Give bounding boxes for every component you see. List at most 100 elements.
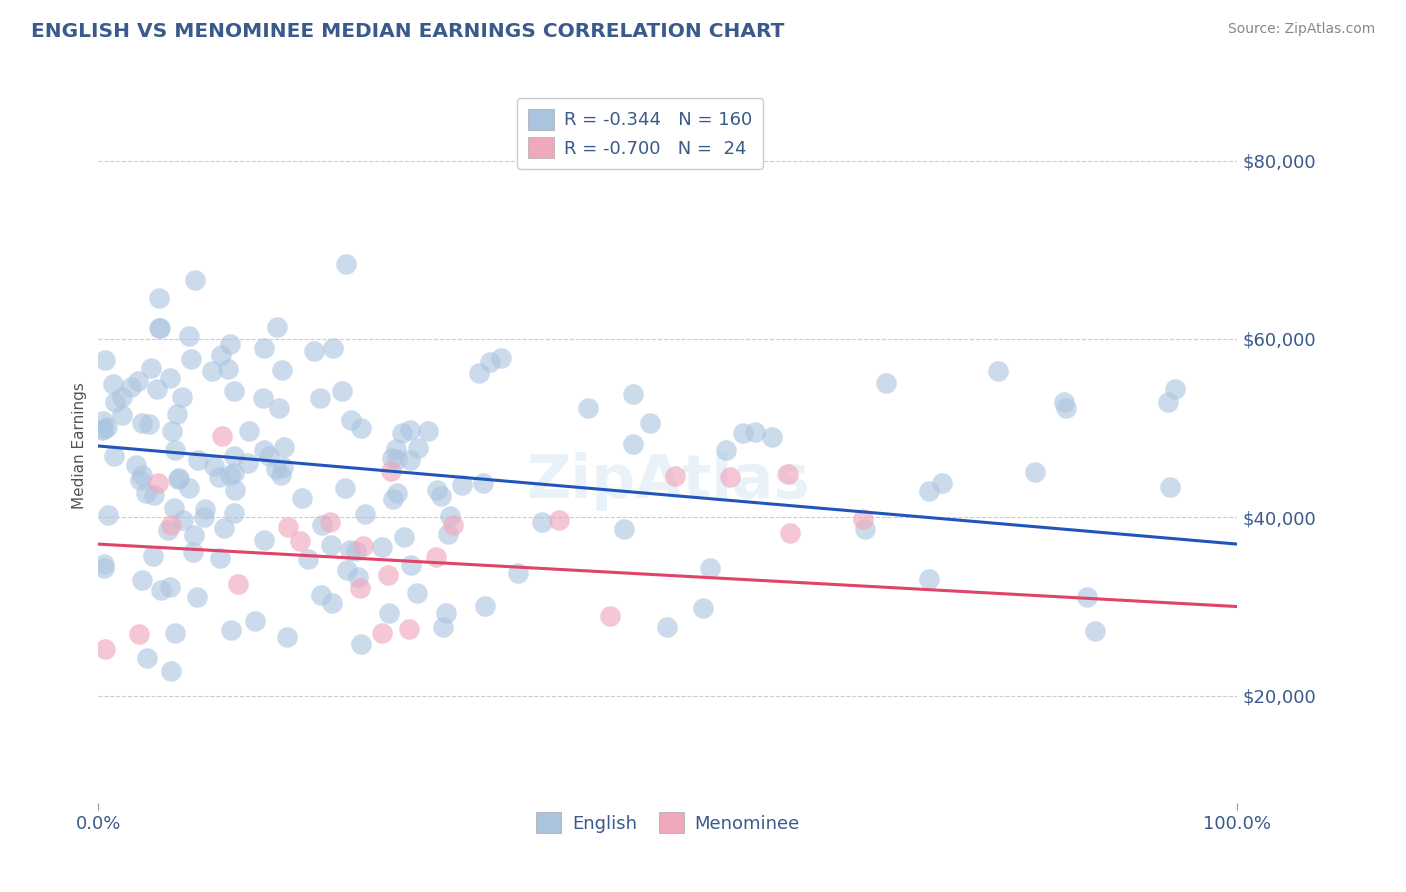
Point [478, 354, 501, 368]
Point [699, 560, 721, 574]
Point [441, 517, 464, 532]
Point [149, 321, 172, 335]
Point [253, 533, 276, 547]
Point [437, 527, 460, 541]
Point [167, 471, 190, 485]
Point [141, 549, 163, 563]
Point [346, 543, 368, 558]
Point [138, 417, 160, 431]
Point [744, 425, 766, 439]
Point [311, 588, 333, 602]
Point [276, 630, 298, 644]
Point [111, 390, 134, 404]
Point [638, 416, 661, 430]
Point [143, 488, 166, 502]
Point [103, 376, 125, 391]
Point [378, 606, 401, 620]
Point [124, 458, 146, 472]
Point [146, 382, 169, 396]
Point [918, 572, 941, 586]
Point [104, 394, 127, 409]
Point [335, 481, 357, 495]
Point [93, 421, 115, 435]
Point [170, 390, 193, 404]
Point [377, 568, 399, 582]
Point [187, 453, 209, 467]
Point [319, 538, 342, 552]
Point [183, 527, 205, 541]
Text: ZipAtlas: ZipAtlas [526, 452, 810, 511]
Text: Source: ZipAtlas.com: Source: ZipAtlas.com [1227, 22, 1375, 37]
Point [159, 664, 181, 678]
Point [93, 561, 115, 575]
Point [163, 443, 186, 458]
Point [172, 513, 194, 527]
Point [761, 430, 783, 444]
Point [94, 352, 117, 367]
Point [243, 614, 266, 628]
Point [450, 478, 472, 492]
Point [613, 522, 636, 536]
Point [371, 626, 394, 640]
Point [599, 609, 621, 624]
Point [184, 273, 207, 287]
Point [267, 401, 290, 415]
Point [418, 425, 440, 439]
Point [322, 341, 344, 355]
Point [336, 563, 359, 577]
Point [1054, 401, 1077, 416]
Point [277, 519, 299, 533]
Point [211, 429, 233, 443]
Point [103, 449, 125, 463]
Point [127, 374, 149, 388]
Point [218, 336, 240, 351]
Point [252, 392, 274, 406]
Point [253, 443, 276, 458]
Point [270, 363, 292, 377]
Point [219, 468, 242, 483]
Point [238, 424, 260, 438]
Point [159, 580, 181, 594]
Point [718, 470, 741, 484]
Point [135, 485, 157, 500]
Point [120, 380, 142, 394]
Point [381, 450, 404, 465]
Point [474, 599, 496, 613]
Point [472, 476, 495, 491]
Point [578, 401, 600, 415]
Point [371, 540, 394, 554]
Point [1024, 465, 1046, 479]
Point [1076, 590, 1098, 604]
Point [238, 456, 260, 470]
Point [163, 500, 186, 515]
Point [131, 468, 153, 483]
Point [163, 626, 186, 640]
Point [1159, 480, 1181, 494]
Point [352, 539, 374, 553]
Point [309, 391, 332, 405]
Point [918, 484, 941, 499]
Point [157, 523, 180, 537]
Point [387, 452, 409, 467]
Point [350, 637, 373, 651]
Point [302, 344, 325, 359]
Point [253, 341, 276, 355]
Point [434, 606, 457, 620]
Point [547, 513, 569, 527]
Point [986, 364, 1008, 378]
Point [271, 459, 294, 474]
Point [406, 441, 429, 455]
Point [273, 440, 295, 454]
Point [91, 423, 114, 437]
Point [159, 371, 181, 385]
Point [166, 408, 188, 422]
Point [201, 363, 224, 377]
Point [385, 442, 408, 456]
Point [224, 483, 246, 498]
Point [380, 464, 402, 478]
Point [193, 510, 215, 524]
Point [852, 511, 875, 525]
Point [776, 467, 799, 481]
Point [350, 421, 373, 435]
Point [406, 585, 429, 599]
